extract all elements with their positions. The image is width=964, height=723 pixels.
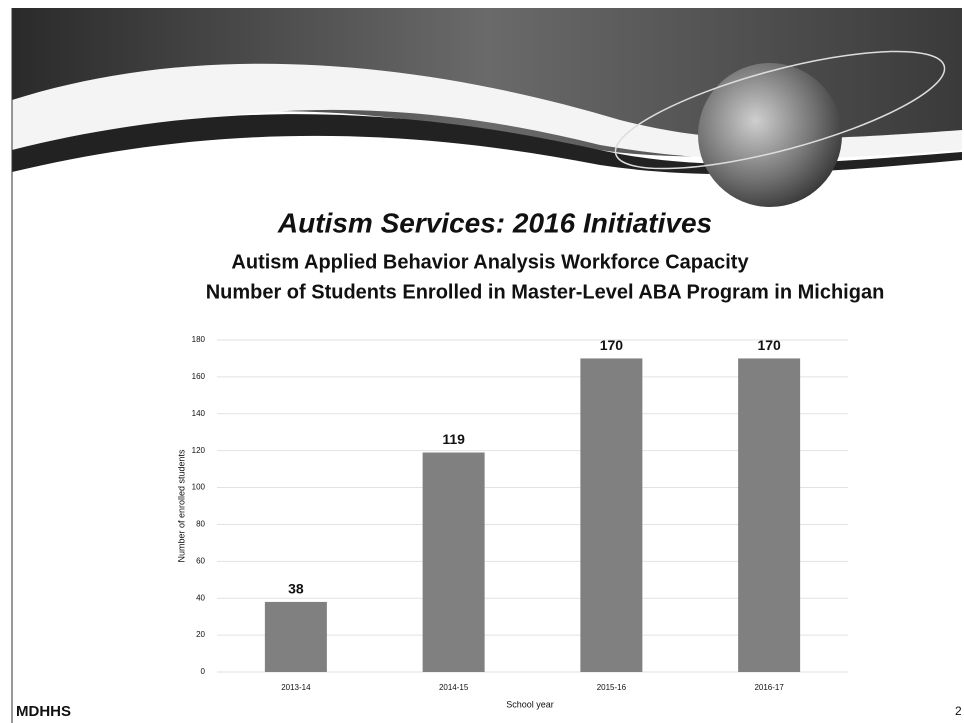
page-number: 2 [955,704,962,718]
y-tick-label: 180 [192,335,206,344]
bar [422,452,485,672]
logo: MDHHS [16,703,71,720]
globe [698,63,842,207]
x-tick-label: 2013-14 [281,683,311,692]
y-tick-label: 20 [196,630,205,639]
slide-subtitle: Autism Applied Behavior Analysis Workfor… [231,251,749,273]
y-tick-label: 140 [192,409,206,418]
data-label: 38 [288,581,304,597]
y-tick-label: 0 [201,667,206,676]
header-swoosh-dark [12,114,962,175]
slide-subtitle: Number of Students Enrolled in Master-Le… [206,281,885,303]
x-tick-label: 2015-16 [597,683,627,692]
bar [580,358,643,672]
y-tick-label: 120 [192,446,206,455]
y-tick-label: 100 [192,483,206,492]
slide-title: Autism Services: 2016 Initiatives [277,207,712,238]
bar [264,601,327,672]
bar [738,358,801,672]
orbit [614,50,946,170]
x-tick-label: 2016-17 [754,683,784,692]
x-axis-title: School year [506,699,554,709]
y-tick-label: 40 [196,593,205,602]
y-tick-label: 160 [192,372,206,381]
y-tick-label: 60 [196,556,205,565]
y-axis-title: Number of enrolled students [176,449,186,563]
data-label: 170 [600,337,624,353]
data-label: 119 [442,431,465,447]
x-tick-label: 2014-15 [439,683,469,692]
data-label: 170 [757,337,781,353]
y-tick-label: 80 [196,520,205,529]
